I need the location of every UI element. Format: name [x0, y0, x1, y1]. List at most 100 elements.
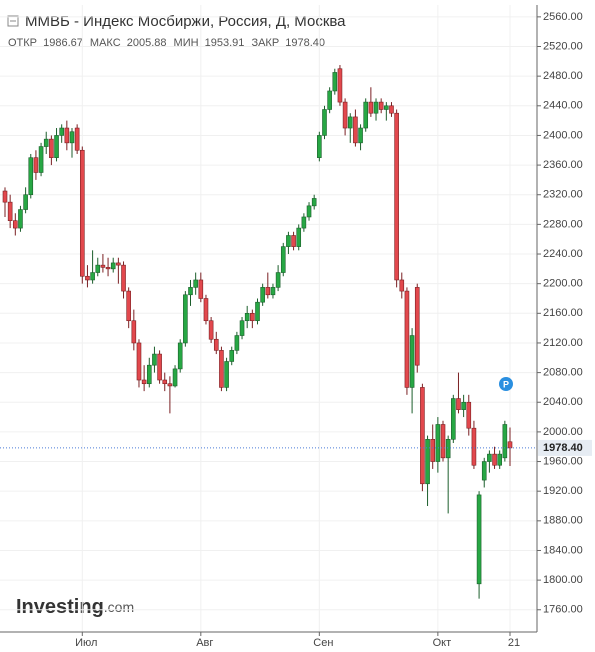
badge — [499, 377, 513, 391]
y-tick-label: 2000.00 — [543, 426, 583, 438]
candle-body — [394, 112, 399, 281]
close-label: ЗАКР — [251, 37, 279, 49]
y-tick-label: 2240.00 — [543, 248, 583, 260]
last-price-tag — [538, 439, 592, 456]
candle-body — [456, 398, 461, 410]
x-tick-label: Авг — [196, 637, 213, 649]
candle-body — [280, 246, 286, 273]
candle-body — [435, 424, 441, 462]
y-tick-label: 1800.00 — [543, 574, 583, 586]
candle-body — [337, 68, 343, 103]
candle-body — [322, 109, 327, 136]
candle-body — [481, 461, 487, 481]
candle-body — [476, 494, 482, 585]
y-tick-label: 2160.00 — [543, 307, 583, 319]
candle-body — [167, 383, 173, 387]
candle-body — [327, 90, 332, 110]
candle-body — [425, 439, 430, 485]
high-label: МАКС — [90, 37, 121, 49]
candle-body — [188, 287, 193, 296]
candle-body — [250, 313, 255, 322]
y-tick-label: 2560.00 — [543, 11, 583, 23]
candle-body — [203, 298, 209, 322]
watermark-suffix: .com — [104, 599, 134, 615]
x-tick-label: Окт — [433, 637, 452, 649]
candle-body — [33, 157, 39, 173]
candle-body — [353, 116, 358, 144]
candle-body — [64, 127, 70, 144]
candle-body — [239, 320, 245, 336]
candle-body — [378, 101, 384, 110]
y-tick-label: 2080.00 — [543, 367, 583, 379]
candle-body — [461, 401, 466, 410]
close-value: 1978.40 — [285, 37, 325, 49]
candle-body — [306, 205, 312, 218]
low-label: МИН — [174, 37, 199, 49]
y-tick-label: 1960.00 — [543, 455, 583, 467]
candle-body — [219, 350, 224, 388]
candle-body — [420, 387, 425, 485]
candle-body — [95, 264, 101, 273]
high-value: 2005.88 — [127, 37, 167, 49]
candle-body — [286, 235, 291, 247]
x-tick-label: 21 — [508, 637, 520, 649]
candle-body — [363, 101, 369, 129]
candle-body — [18, 209, 23, 229]
candle-body — [23, 194, 28, 210]
candle-body — [208, 320, 214, 340]
y-tick-label: 2280.00 — [543, 218, 583, 230]
y-tick-label: 2400.00 — [543, 129, 583, 141]
watermark: Investing.com — [16, 596, 134, 618]
candle-body — [440, 424, 446, 459]
candle-body — [399, 279, 405, 292]
y-tick-label: 1880.00 — [543, 515, 583, 527]
candle-body — [126, 290, 131, 322]
y-tick-label: 1840.00 — [543, 544, 583, 556]
candle-body — [492, 453, 497, 466]
candle-body — [260, 287, 265, 303]
candle-body — [311, 198, 317, 207]
candle-body — [7, 201, 13, 221]
candle-body — [229, 350, 235, 362]
y-tick-label: 2200.00 — [543, 278, 583, 290]
candle-body — [507, 441, 513, 449]
candle-body — [213, 338, 219, 351]
y-tick-label: 2040.00 — [543, 396, 583, 408]
candle-body — [100, 264, 106, 268]
last-price-label: 1978.40 — [543, 442, 583, 454]
y-tick-label: 2120.00 — [543, 337, 583, 349]
candle-body — [445, 439, 451, 459]
candle-body — [466, 401, 472, 429]
candle-body — [275, 272, 281, 288]
candle-body — [2, 190, 8, 203]
watermark-main: Investing — [16, 596, 104, 618]
y-tick-label: 2480.00 — [543, 70, 583, 82]
candle-body — [265, 287, 271, 296]
candle-body — [502, 424, 508, 459]
candle-body — [54, 135, 59, 158]
y-tick-label: 2360.00 — [543, 159, 583, 171]
candle-body — [414, 287, 420, 366]
candle-body — [384, 105, 389, 110]
collapse-icon[interactable] — [7, 15, 19, 27]
candle-body — [317, 135, 322, 158]
candle-body — [177, 342, 183, 370]
candle-body — [373, 101, 379, 114]
candle-body — [244, 313, 250, 322]
y-tick-label: 2440.00 — [543, 100, 583, 112]
candle-body — [270, 287, 276, 296]
candle-body — [198, 279, 204, 299]
candle-body — [497, 453, 502, 466]
candle-body — [255, 301, 260, 322]
candle-body — [110, 262, 116, 270]
candle-body — [342, 101, 348, 129]
candle-body — [291, 235, 296, 247]
candle-body — [152, 353, 157, 366]
candle-body — [131, 320, 137, 344]
candle-body — [43, 138, 49, 147]
candle-body — [332, 72, 338, 92]
y-tick-label: 1760.00 — [543, 604, 583, 616]
candle-body — [74, 127, 80, 151]
candle-body — [234, 335, 240, 351]
